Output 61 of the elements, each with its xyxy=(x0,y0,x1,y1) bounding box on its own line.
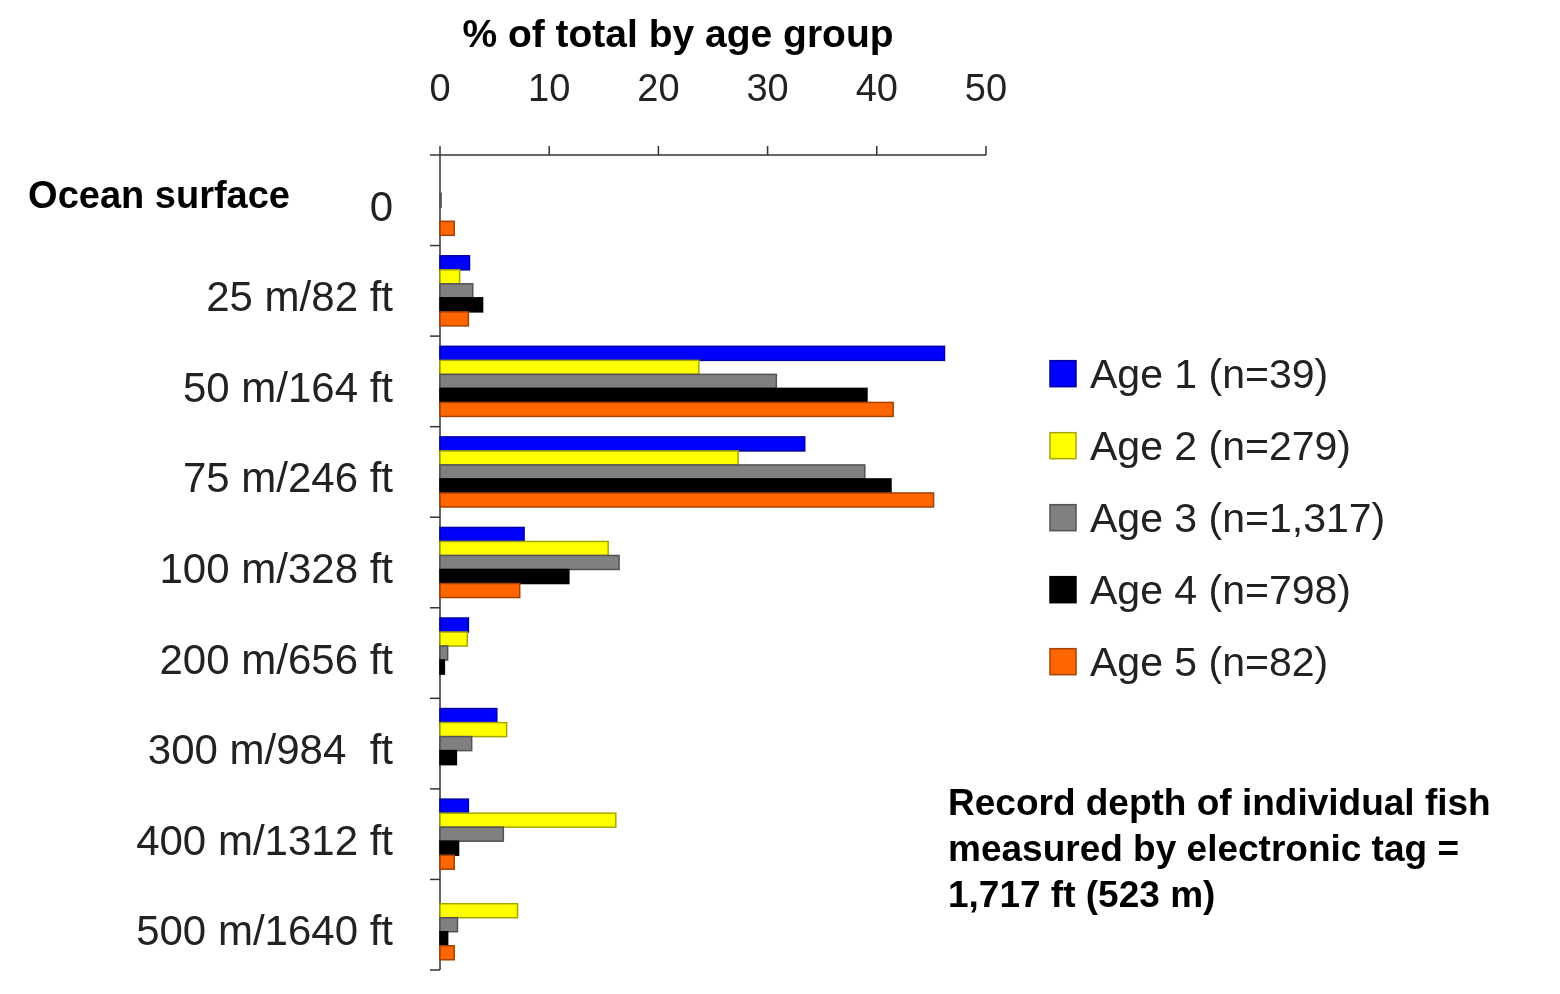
bar xyxy=(439,749,458,766)
bar xyxy=(439,854,455,870)
bar xyxy=(439,945,455,961)
legend-label: Age 4 (n=798) xyxy=(1090,566,1351,613)
bar xyxy=(439,631,469,647)
x-tick-label: 30 xyxy=(746,67,789,109)
legend-label: Age 2 (n=279) xyxy=(1090,422,1351,469)
bar xyxy=(439,930,449,947)
bar xyxy=(439,840,460,856)
bar xyxy=(439,826,505,842)
bar xyxy=(439,645,449,661)
x-tick-label: 50 xyxy=(964,67,1008,109)
legend-label: Age 1 (n=39) xyxy=(1090,350,1329,397)
bar xyxy=(439,255,471,271)
y-tick-label: 100 m/328 ft xyxy=(159,545,394,592)
x-axis-title: % of total by age group xyxy=(462,11,894,55)
bar xyxy=(439,345,946,362)
bar xyxy=(439,283,474,299)
y-tick-label: 200 m/656 ft xyxy=(159,635,394,683)
x-tick-label: 40 xyxy=(855,67,898,109)
bar xyxy=(439,526,525,543)
bar xyxy=(439,568,570,585)
bar xyxy=(439,902,519,919)
bar xyxy=(439,916,459,933)
y-tick-label: 75 m/246 ft xyxy=(182,454,394,502)
y-tick-label: 25 m/82 ft xyxy=(206,273,394,321)
bar xyxy=(439,311,470,327)
bar xyxy=(439,401,894,418)
legend-label: Age 3 (n=1,317) xyxy=(1090,494,1386,541)
text: Ocean surface xyxy=(28,174,290,217)
bar xyxy=(439,492,935,508)
bar xyxy=(439,707,498,724)
bar xyxy=(439,659,446,675)
bar xyxy=(439,554,620,571)
bar xyxy=(439,269,461,285)
y-tick-label: 50 m/164 ft xyxy=(182,363,394,411)
bar xyxy=(439,436,806,452)
y-tick-label: 0 xyxy=(369,182,393,230)
y-tick-label: 400 m/1312 ft xyxy=(136,816,394,864)
bar xyxy=(439,297,484,313)
bar xyxy=(439,464,866,480)
x-tick-label: 20 xyxy=(637,67,680,109)
y-tick-label: 500 m/1640 ft xyxy=(136,907,394,955)
bar xyxy=(439,721,508,738)
bar xyxy=(439,617,470,633)
bar xyxy=(439,220,455,237)
bar xyxy=(439,359,700,376)
x-tick-label: 0 xyxy=(429,67,451,109)
bar xyxy=(439,540,609,557)
bar xyxy=(439,450,739,466)
bar xyxy=(439,373,778,390)
bar xyxy=(439,478,892,494)
bar xyxy=(439,735,473,752)
bar xyxy=(439,582,521,599)
bar xyxy=(439,387,868,404)
bar xyxy=(439,812,617,828)
legend-label: Age 5 (n=82) xyxy=(1090,638,1329,685)
bar xyxy=(439,798,470,814)
x-tick-label: 10 xyxy=(528,67,571,109)
annotation: Record depth of individual fish measured by electronic tag = 1,717 ft (523 m) xyxy=(948,781,1491,915)
y-tick-label: 300 m/984 ft xyxy=(147,726,394,774)
